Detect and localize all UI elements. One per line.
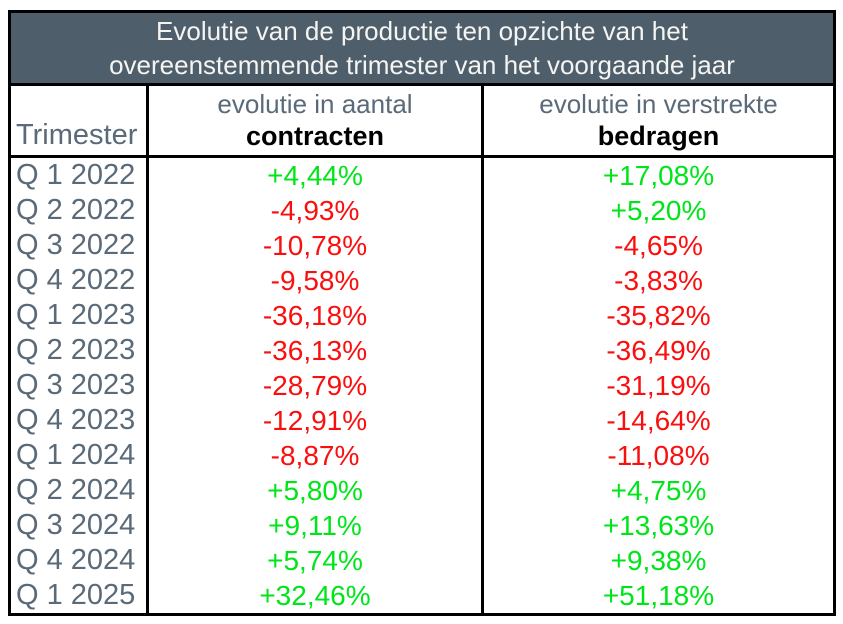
quarter-cell: Q 4 2024 [16, 544, 136, 576]
quarter-cell: Q 3 2022 [16, 229, 136, 261]
amounts-value-cell: -36,49% [481, 333, 833, 368]
table-header-row: Trimester evolutie in aantal contracten … [11, 86, 833, 158]
amounts-value-cell: -3,83% [481, 263, 833, 298]
table-row: Q 1 2022 +4,44% +17,08% [11, 158, 833, 193]
table-row: Q 2 2022 -4,93% +5,20% [11, 193, 833, 228]
quarter-cell: Q 1 2025 [16, 579, 136, 611]
table-row: Q 4 2022 -9,58% -3,83% [11, 263, 833, 298]
amounts-value-cell: +4,75% [481, 473, 833, 508]
column-header-trimester: Trimester [16, 119, 138, 151]
table-row: Q 4 2024 +5,74% +9,38% [11, 543, 833, 578]
quarter-cell: Q 1 2023 [16, 299, 136, 331]
amounts-value-cell: +13,63% [481, 508, 833, 543]
quarter-cell: Q 3 2023 [16, 369, 136, 401]
contracts-value-cell: -8,87% [146, 438, 481, 473]
table-row: Q 1 2025 +32,46% +51,18% [11, 578, 833, 613]
table-row: Q 3 2024 +9,11% +13,63% [11, 508, 833, 543]
table-title: Evolutie van de productie ten opzichte v… [11, 13, 833, 86]
production-evolution-table: Evolutie van de productie ten opzichte v… [8, 10, 836, 616]
table-row: Q 4 2023 -12,91% -14,64% [11, 403, 833, 438]
column-header-bedragen: evolutie in verstrekte bedragen [481, 86, 833, 155]
table-row: Q 2 2023 -36,13% -36,49% [11, 333, 833, 368]
column-header-bedragen-bottom: bedragen [597, 121, 720, 151]
quarter-cell: Q 2 2022 [16, 194, 136, 226]
table-body: Q 1 2022 +4,44% +17,08% Q 2 2022 -4,93% +5,20… [11, 158, 833, 613]
contracts-value-cell: -12,91% [146, 403, 481, 438]
table-title-line1: Evolutie van de productie ten opzichte v… [156, 16, 688, 46]
amounts-value-cell: -35,82% [481, 298, 833, 333]
contracts-value-cell: +5,80% [146, 473, 481, 508]
quarter-cell: Q 2 2024 [16, 474, 136, 506]
amounts-value-cell: -31,19% [481, 368, 833, 403]
quarter-cell: Q 4 2022 [16, 264, 136, 296]
contracts-value-cell: -9,58% [146, 263, 481, 298]
column-header-bedragen-top: evolutie in verstrekte [539, 89, 778, 119]
contracts-value-cell: +4,44% [146, 158, 481, 193]
contracts-value-cell: +5,74% [146, 543, 481, 578]
quarter-cell: Q 4 2023 [16, 404, 136, 436]
contracts-value-cell: -10,78% [146, 228, 481, 263]
amounts-value-cell: -4,65% [481, 228, 833, 263]
amounts-value-cell: +9,38% [481, 543, 833, 578]
column-header-contracten: evolutie in aantal contracten [146, 86, 481, 155]
contracts-value-cell: -28,79% [146, 368, 481, 403]
contracts-value-cell: +32,46% [146, 578, 481, 613]
column-header-contracten-bottom: contracten [245, 121, 385, 151]
table-title-line2: overeenstemmende trimester van het voorg… [109, 50, 735, 80]
column-header-contracten-top: evolutie in aantal [217, 89, 413, 119]
contracts-value-cell: -36,13% [146, 333, 481, 368]
contracts-value-cell: +9,11% [146, 508, 481, 543]
table-row: Q 3 2022 -10,78% -4,65% [11, 228, 833, 263]
table-row: Q 3 2023 -28,79% -31,19% [11, 368, 833, 403]
contracts-value-cell: -4,93% [146, 193, 481, 228]
quarter-cell: Q 1 2022 [16, 159, 136, 191]
table-row: Q 1 2023 -36,18% -35,82% [11, 298, 833, 333]
amounts-value-cell: -14,64% [481, 403, 833, 438]
quarter-cell: Q 1 2024 [16, 439, 136, 471]
amounts-value-cell: -11,08% [481, 438, 833, 473]
table-row: Q 2 2024 +5,80% +4,75% [11, 473, 833, 508]
contracts-value-cell: -36,18% [146, 298, 481, 333]
quarter-cell: Q 2 2023 [16, 334, 136, 366]
amounts-value-cell: +51,18% [481, 578, 833, 613]
amounts-value-cell: +17,08% [481, 158, 833, 193]
amounts-value-cell: +5,20% [481, 193, 833, 228]
quarter-cell: Q 3 2024 [16, 509, 136, 541]
table-row: Q 1 2024 -8,87% -11,08% [11, 438, 833, 473]
